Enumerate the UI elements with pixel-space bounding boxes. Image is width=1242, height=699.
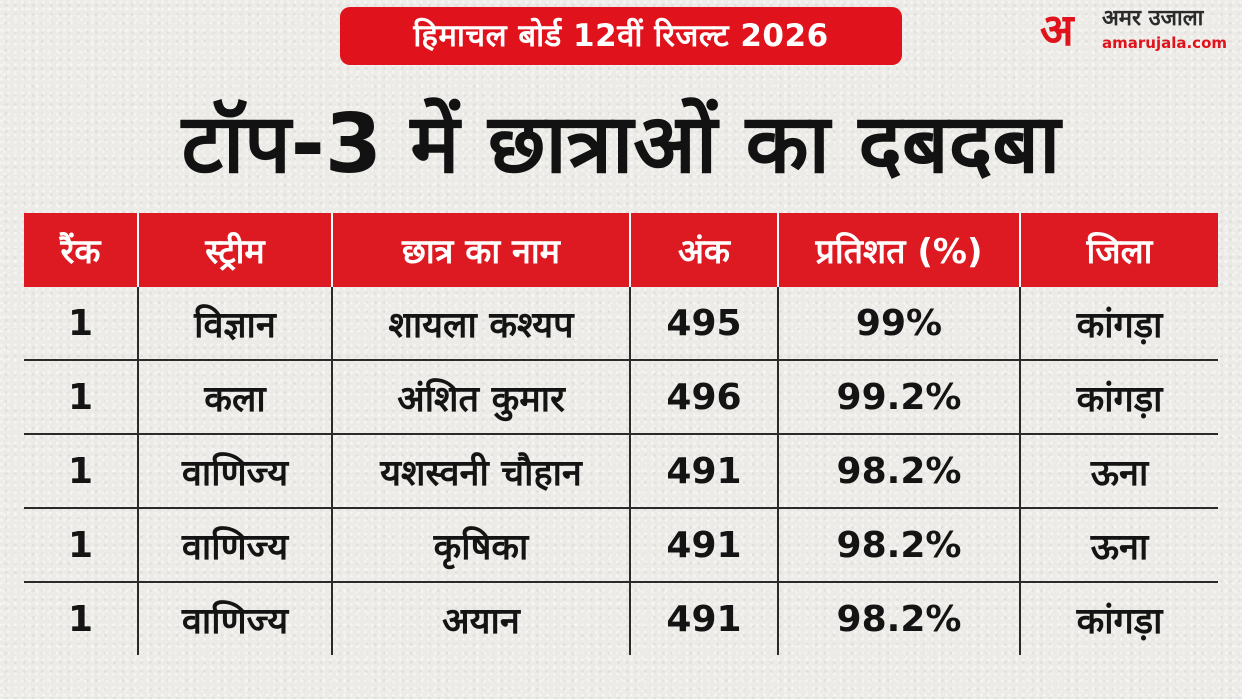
- logo-name: अमर उजाला: [1102, 6, 1204, 31]
- cell-district: ऊना: [1019, 508, 1218, 583]
- table-row: 1 वाणिज्य कृषिका 491 98.2% ऊना: [24, 508, 1218, 583]
- table-row: 1 विज्ञान शायला कश्यप 495 99% कांगड़ा: [24, 287, 1218, 361]
- cell-stream: वाणिज्य: [137, 582, 332, 655]
- table-row: 1 वाणिज्य अयान 491 98.2% कांगड़ा: [24, 582, 1218, 655]
- table-row: 1 वाणिज्य यशस्वनी चौहान 491 98.2% ऊना: [24, 434, 1218, 509]
- header-percentage: प्रतिशत (%): [777, 213, 1020, 287]
- result-badge: हिमाचल बोर्ड 12वीं रिजल्ट 2026: [340, 7, 902, 65]
- logo-mark-icon: अ: [1040, 5, 1074, 56]
- cell-student-name: यशस्वनी चौहान: [331, 434, 630, 509]
- cell-stream: वाणिज्य: [137, 434, 332, 509]
- cell-percentage: 98.2%: [777, 582, 1020, 655]
- header-stream: स्ट्रीम: [137, 213, 332, 287]
- amar-ujala-logo[interactable]: अ अमर उजाला amarujala.com: [1040, 4, 1236, 60]
- header-marks: अंक: [629, 213, 778, 287]
- cell-stream: विज्ञान: [137, 287, 332, 361]
- cell-district: कांगड़ा: [1019, 287, 1218, 361]
- cell-student-name: अंशित कुमार: [331, 360, 630, 435]
- cell-percentage: 99%: [777, 287, 1020, 361]
- cell-percentage: 98.2%: [777, 508, 1020, 583]
- header-district: जिला: [1019, 213, 1218, 287]
- table-row: 1 कला अंशित कुमार 496 99.2% कांगड़ा: [24, 360, 1218, 435]
- cell-district: कांगड़ा: [1019, 582, 1218, 655]
- cell-stream: कला: [137, 360, 332, 435]
- cell-marks: 495: [629, 287, 778, 361]
- header-rank: रैंक: [24, 213, 138, 287]
- cell-rank: 1: [24, 508, 138, 583]
- cell-rank: 1: [67, 598, 94, 640]
- results-table: रैंक स्ट्रीम छात्र का नाम अंक प्रतिशत (%…: [24, 213, 1218, 655]
- cell-marks: 491: [629, 582, 778, 655]
- cell-percentage: 98.2%: [777, 434, 1020, 509]
- cell-marks: 496: [629, 360, 778, 435]
- cell-marks: 491: [629, 434, 778, 509]
- cell-student-name: कृषिका: [331, 508, 630, 583]
- cell-student-name: शायला कश्यप: [331, 287, 630, 361]
- cell-district: कांगड़ा: [1019, 360, 1218, 435]
- table-header-row: रैंक स्ट्रीम छात्र का नाम अंक प्रतिशत (%…: [24, 213, 1218, 287]
- page-headline: टॉप-3 में छात्राओं का दबदबा: [181, 97, 1061, 192]
- cell-stream: वाणिज्य: [137, 508, 332, 583]
- logo-url: amarujala.com: [1102, 34, 1228, 52]
- cell-percentage: 99.2%: [777, 360, 1020, 435]
- cell-rank: 1: [24, 434, 138, 509]
- cell-student-name: अयान: [331, 582, 630, 655]
- cell-rank: 1: [24, 287, 138, 361]
- cell-marks: 491: [629, 508, 778, 583]
- cell-rank: 1: [24, 360, 138, 435]
- header-student-name: छात्र का नाम: [331, 213, 630, 287]
- cell-district: ऊना: [1019, 434, 1218, 509]
